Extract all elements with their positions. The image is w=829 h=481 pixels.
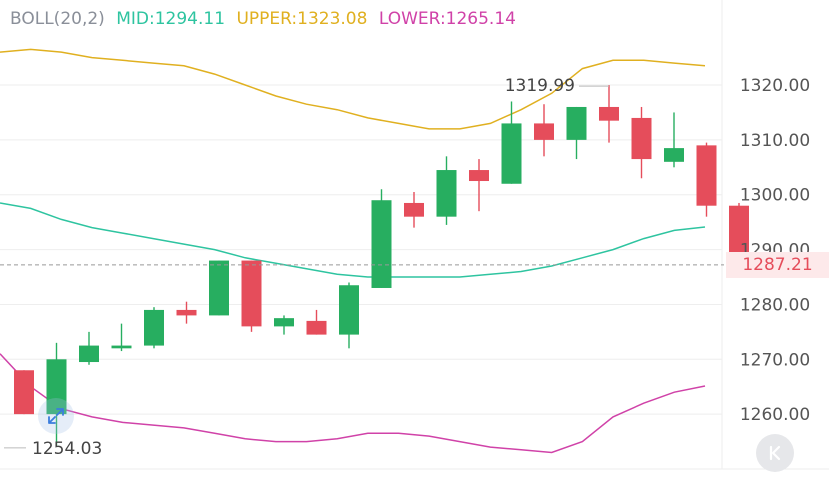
high-price-annotation: 1319.99: [505, 76, 575, 96]
candle: [306, 309, 327, 335]
legend-upper-value: UPPER:1323.08: [236, 9, 368, 29]
candle: [209, 260, 229, 316]
candle-body: [501, 123, 522, 184]
jump-to-start-button[interactable]: [756, 434, 794, 472]
current-price-tag: 1287.21: [726, 251, 829, 278]
chevron-left-to-bar-icon: [769, 445, 781, 461]
candle-body: [176, 309, 197, 316]
legend-lower-value: LOWER:1265.14: [378, 9, 516, 29]
candle-body: [566, 106, 587, 140]
y-tick-label: 1320.00: [740, 76, 810, 96]
annotations: 1319.99 1254.03: [0, 76, 724, 459]
expand-arrows-icon: [48, 408, 64, 424]
candlesticks: [14, 85, 749, 447]
candle: [469, 159, 489, 212]
candle-body: [111, 345, 132, 349]
candle: [631, 106, 652, 179]
candle: [436, 156, 457, 225]
candle: [274, 315, 294, 335]
candle-body: [144, 309, 164, 346]
candle-body: [534, 123, 554, 140]
candle: [566, 106, 587, 160]
bollinger-bands: [0, 48, 706, 454]
candle-body: [306, 320, 327, 335]
candle: [404, 191, 424, 228]
candle: [696, 142, 717, 217]
candle: [501, 101, 522, 184]
candle-body: [79, 345, 99, 363]
y-tick-label: 1280.00: [740, 295, 810, 315]
candle-body: [14, 370, 34, 415]
candle: [534, 104, 554, 157]
grid-lines: [0, 0, 829, 470]
lower-band-line: [0, 353, 706, 454]
candle: [599, 85, 619, 143]
candle-body: [371, 200, 392, 288]
candle-body: [696, 145, 717, 206]
candle-body: [46, 359, 67, 415]
current-price-label: 1287.21: [742, 254, 813, 275]
low-price-annotation: 1254.03: [32, 439, 102, 459]
candle: [14, 370, 34, 415]
candle-body: [729, 205, 749, 265]
y-tick-label: 1270.00: [740, 350, 810, 370]
candle-body: [404, 202, 424, 217]
candle: [144, 307, 164, 349]
candle: [46, 342, 67, 447]
candle-body: [241, 260, 262, 327]
candle-body: [631, 117, 652, 160]
candle: [111, 323, 132, 352]
candle: [241, 260, 262, 332]
upper-band-line: [0, 48, 706, 130]
candle-body: [664, 148, 684, 162]
indicator-legend: BOLL(20,2) MID:1294.11 UPPER:1323.08 LOW…: [10, 9, 522, 29]
y-axis-tick-labels: 1320.001310.001300.001290.001280.001270.…: [740, 76, 810, 425]
candle: [79, 331, 99, 365]
candle: [176, 301, 197, 324]
candle-body: [339, 285, 359, 335]
y-tick-label: 1310.00: [740, 131, 810, 151]
candle-body: [469, 170, 489, 182]
candle-body: [274, 318, 294, 327]
candle-body: [436, 170, 457, 217]
candle: [339, 282, 359, 349]
candle: [664, 112, 684, 168]
candle-body: [599, 106, 619, 121]
legend-mid-value: MID:1294.11: [116, 9, 226, 29]
candle: [371, 189, 392, 288]
expand-chart-button[interactable]: [38, 398, 74, 434]
mid-band-line: [0, 202, 706, 278]
legend-indicator-name: BOLL(20,2): [10, 9, 105, 29]
y-tick-label: 1260.00: [740, 405, 810, 425]
candle-body: [209, 260, 229, 316]
y-tick-label: 1300.00: [740, 186, 810, 206]
